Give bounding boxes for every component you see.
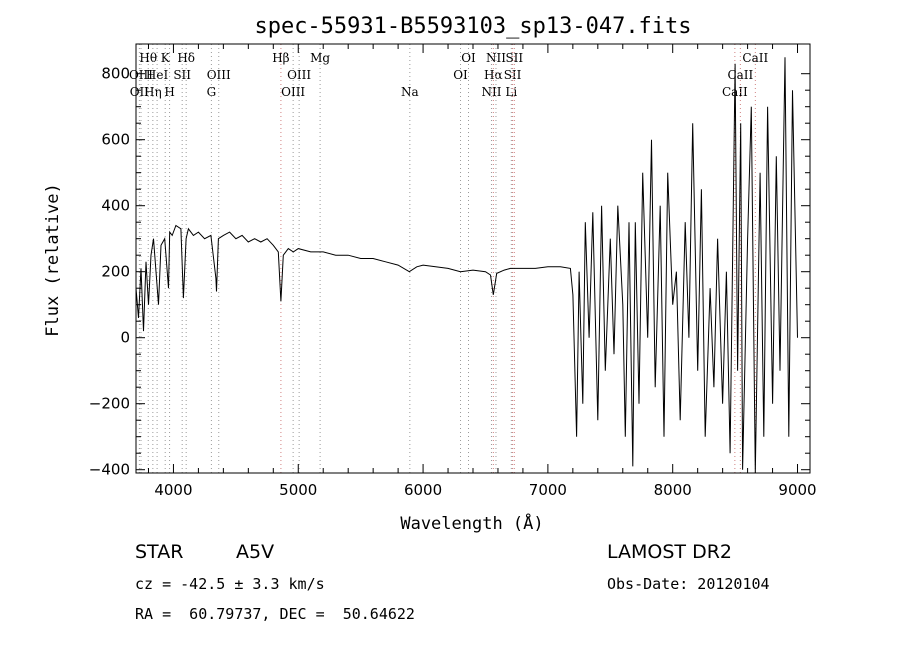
x-axis-label: Wavelength (Å) [400,512,543,534]
line-marker-label: SII [504,68,522,82]
y-tick-label: 800 [101,65,130,83]
object-class: STAR [135,541,184,563]
redshift-line: cz = -42.5 ± 3.3 km/s [135,575,325,593]
line-marker-label: HeI [146,68,169,82]
line-marker-label: K [161,51,171,65]
obs-date-line: Obs-Date: 20120104 [607,575,770,593]
x-tick-label: 5000 [279,481,317,499]
line-marker-label: Li [505,85,517,99]
line-marker-label: NII [486,51,506,65]
y-axis-label: Flux (relative) [43,183,63,337]
axis-ticks: 4000 5000 6000 7000 8000 9000 −400 −200 0 200 400 6… [89,44,817,499]
chart-title: spec-55931-B5593103_sp13-047.fits [254,14,691,39]
coords-line: RA = 60.79737, DEC = 50.64622 [135,605,415,623]
spectrum-line [135,57,798,474]
line-marker-label: Na [401,85,419,99]
line-marker-label: SII [173,68,191,82]
plot-frame [135,43,811,474]
line-marker-label: OIII [287,68,311,82]
line-marker-label: G [207,85,217,99]
x-tick-label: 6000 [404,481,442,499]
line-marker-label: OIII [129,68,153,82]
y-tick-label: −400 [89,461,130,479]
line-marker-label: OII [130,85,150,99]
y-tick-label: 400 [101,197,130,215]
line-marker-label: Mg [310,51,330,65]
line-marker-label: OI [461,51,476,65]
line-marker-label: Hθ [139,51,157,65]
x-tick-label: 7000 [529,481,567,499]
line-marker-label: Hη [144,85,162,99]
line-marker-label: OI [453,68,468,82]
line-marker-label: Hβ [272,51,289,65]
y-tick-label: −200 [89,395,130,413]
object-subclass: A5V [236,541,275,563]
line-marker-label: H [164,85,174,99]
line-marker-label: NII [481,85,501,99]
line-markers: OII OIII Hθ Hη HeI K H SII Hδ G OIII Hβ OIII OIII Mg Na… [129,44,768,473]
y-tick-label: 600 [101,131,130,149]
y-tick-label: 0 [120,329,130,347]
line-marker-label: OIII [281,85,305,99]
survey-name: LAMOST DR2 [607,541,732,563]
line-marker-label: Hα [484,68,503,82]
x-tick-label: 8000 [654,481,692,499]
line-marker-label: CaII [727,68,753,82]
line-marker-label: Hδ [177,51,195,65]
y-tick-label: 200 [101,263,130,281]
x-tick-label: 4000 [154,481,192,499]
line-marker-label: CaII [742,51,768,65]
line-marker-label: OIII [207,68,231,82]
line-marker-label: SII [505,51,523,65]
x-tick-label: 9000 [778,481,816,499]
